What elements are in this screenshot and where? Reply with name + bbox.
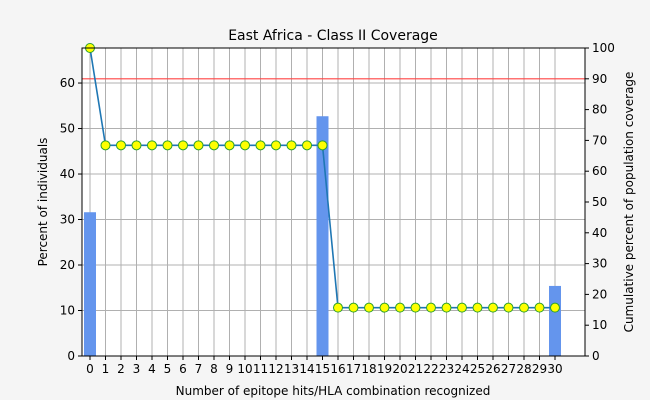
marker-16	[333, 302, 343, 313]
marker-10	[240, 140, 250, 151]
x-tick-label: 5	[164, 362, 172, 376]
x-axis: 0 1 2 3 4 5 6 7 8 9 10 11 12 13 14 15 16 17 18 19 20 21 22 23 24…	[86, 356, 563, 376]
marker-15	[317, 140, 328, 151]
y-axis-right: 0 10 20 30 40 50 60 70 80 90 100	[585, 41, 615, 363]
marker-4	[147, 140, 157, 151]
bar-30	[549, 285, 561, 356]
marker-13	[286, 140, 297, 151]
marker-7	[193, 140, 204, 151]
y2-axis-label: Cumulative percent of population coverag…	[622, 72, 636, 333]
marker-28	[519, 302, 529, 313]
x-tick-label: 21	[408, 362, 423, 376]
marker-21	[410, 302, 421, 313]
marker-18	[364, 302, 374, 313]
y2-tick-label: 90	[592, 72, 607, 86]
x-tick-label: 8	[210, 362, 218, 376]
marker-12	[271, 140, 281, 151]
chart-title: East Africa - Class II Coverage	[228, 28, 438, 44]
marker-30	[550, 302, 560, 313]
x-tick-label: 29	[532, 362, 547, 376]
y2-tick-label: 10	[592, 318, 607, 332]
y-axis-left: 0 10 20 30 40 50 60	[60, 76, 82, 363]
x-tick-label: 26	[485, 362, 500, 376]
x-tick-label: 6	[179, 362, 187, 376]
y2-tick-label: 20	[592, 287, 607, 301]
y2-tick-label: 0	[592, 349, 600, 363]
y-axis-label: Percent of individuals	[36, 138, 50, 267]
x-tick-label: 3	[133, 362, 141, 376]
marker-11	[255, 140, 266, 151]
plot-area	[82, 48, 585, 356]
x-tick-label: 12	[268, 362, 283, 376]
y-tick-label: 30	[60, 213, 75, 227]
x-tick-label: 14	[299, 362, 314, 376]
x-tick-label: 23	[439, 362, 454, 376]
marker-17	[348, 302, 359, 313]
y2-tick-label: 50	[592, 195, 607, 209]
x-tick-label: 9	[226, 362, 234, 376]
marker-22	[426, 302, 436, 313]
y2-tick-label: 80	[592, 103, 607, 117]
x-tick-label: 11	[253, 362, 268, 376]
y-tick-label: 60	[60, 76, 75, 90]
x-tick-label: 1	[102, 362, 110, 376]
marker-26	[488, 302, 498, 313]
x-tick-label: 2	[117, 362, 125, 376]
marker-24	[457, 302, 467, 313]
marker-9	[224, 140, 235, 151]
y-tick-label: 20	[60, 258, 75, 272]
marker-23	[441, 302, 452, 313]
marker-14	[302, 140, 312, 151]
marker-5	[162, 140, 173, 151]
y2-tick-label: 30	[592, 257, 607, 271]
x-tick-label: 19	[377, 362, 392, 376]
x-tick-label: 20	[392, 362, 407, 376]
marker-25	[472, 302, 483, 313]
marker-6	[178, 140, 188, 151]
marker-2	[116, 140, 126, 151]
x-tick-label: 30	[547, 362, 562, 376]
marker-29	[534, 302, 545, 313]
x-tick-label: 27	[501, 362, 516, 376]
y-tick-label: 0	[67, 349, 75, 363]
marker-1	[100, 140, 111, 151]
x-tick-label: 7	[195, 362, 203, 376]
x-tick-label: 10	[237, 362, 252, 376]
x-tick-label: 24	[454, 362, 469, 376]
x-tick-label: 15	[315, 362, 330, 376]
x-tick-label: 22	[423, 362, 438, 376]
x-tick-label: 16	[330, 362, 345, 376]
x-axis-label: Number of epitope hits/HLA combination r…	[176, 384, 491, 398]
y-tick-label: 10	[60, 304, 75, 318]
y2-tick-label: 100	[592, 41, 615, 55]
x-tick-label: 13	[284, 362, 299, 376]
x-tick-label: 17	[346, 362, 361, 376]
x-tick-label: 25	[470, 362, 485, 376]
x-tick-label: 28	[516, 362, 531, 376]
markers-group	[85, 43, 560, 313]
marker-19	[379, 302, 390, 313]
y2-tick-label: 60	[592, 164, 607, 178]
marker-27	[503, 302, 514, 313]
marker-3	[131, 140, 142, 151]
x-tick-label: 4	[148, 362, 156, 376]
y2-tick-label: 40	[592, 226, 607, 240]
y2-tick-label: 70	[592, 133, 607, 147]
marker-20	[395, 302, 405, 313]
y-tick-label: 40	[60, 167, 75, 181]
x-tick-label: 0	[86, 362, 94, 376]
bar-0	[84, 212, 96, 356]
x-tick-label: 18	[361, 362, 376, 376]
y-tick-label: 50	[60, 122, 75, 136]
marker-8	[209, 140, 219, 151]
